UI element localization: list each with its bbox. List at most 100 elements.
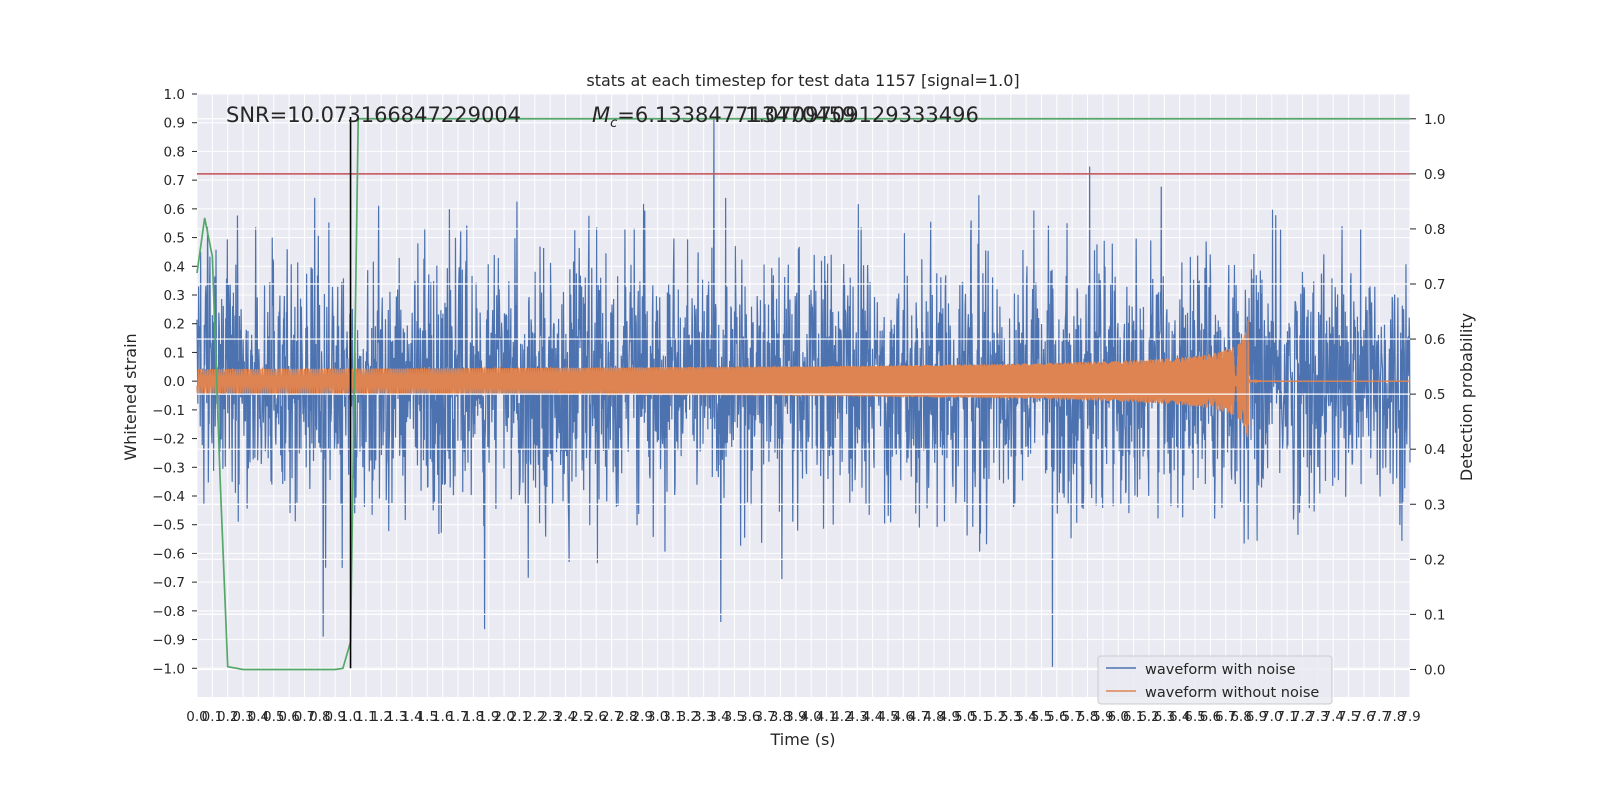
x-tick-label: 2.6	[585, 709, 606, 725]
x-tick-label: 1.0	[340, 709, 361, 725]
y2-axis-ticks: 1.0 0.9 0.8 0.7 0.6 0.5 0.4 0.3 0.2 0.1 0.0	[1410, 112, 1445, 678]
y-tick-label: −0.1	[152, 403, 185, 419]
y-tick-label: 0.0	[164, 374, 185, 390]
y2-tick-label: 0.2	[1424, 552, 1445, 568]
y-tick-label: −1.0	[152, 661, 185, 677]
x-tick-label: 4.8	[923, 709, 944, 725]
x-tick-label: 5.3	[1000, 709, 1021, 725]
y2-tick-label: 0.1	[1424, 607, 1445, 623]
x-tick-label: 5.1	[969, 709, 990, 725]
x-tick-label: 5.4	[1015, 709, 1036, 725]
x-tick-label: 7.9	[1399, 709, 1420, 725]
x-tick-label: 7.7	[1369, 709, 1390, 725]
y-tick-label: 0.1	[164, 345, 185, 361]
x-tick-label: 4.4	[862, 709, 883, 725]
chirp-mass-annotation: Mc=6.133847713470459	[592, 103, 855, 131]
y-tick-label: 0.2	[164, 317, 185, 333]
y2-tick-label: 0.3	[1424, 497, 1445, 513]
y-tick-label: −0.3	[152, 460, 185, 476]
x-axis-label: Time (s)	[769, 730, 835, 749]
x-tick-label: 4.2	[831, 709, 852, 725]
x-tick-label: 6.8	[1230, 709, 1251, 725]
x-tick-label: 1.6	[432, 709, 453, 725]
y-axis-label: Whitened strain	[121, 333, 140, 460]
chirp-mass-value: =6.133847713470459	[617, 103, 855, 127]
x-tick-label: 5.8	[1077, 709, 1098, 725]
legend-label-noise: waveform with noise	[1145, 662, 1296, 678]
x-tick-label: 6.3	[1154, 709, 1175, 725]
x-tick-label: 3.7	[754, 709, 775, 725]
x-tick-label: 4.5	[877, 709, 898, 725]
legend-label-clean: waveform without noise	[1145, 685, 1319, 701]
x-tick-label: 6.7	[1215, 709, 1236, 725]
x-tick-label: 1.2	[371, 709, 392, 725]
x-tick-label: 2.9	[632, 709, 653, 725]
chirp-mass-symbol: M	[592, 103, 610, 127]
chart-title: stats at each timestep for test data 115…	[586, 71, 1019, 90]
x-tick-label: 6.4	[1169, 709, 1190, 725]
x-tick-label: 3.2	[678, 709, 699, 725]
x-tick-label: 2.8	[616, 709, 637, 725]
snr-annotation: SNR=10.073166847229004	[226, 103, 521, 127]
x-tick-label: 2.7	[601, 709, 622, 725]
x-tick-label: 0.7	[294, 709, 315, 725]
x-tick-label: 2.2	[524, 709, 545, 725]
chirp-mass-subscript: c	[610, 116, 617, 131]
x-tick-label: 0.3	[232, 709, 253, 725]
y-tick-label: −0.4	[152, 489, 185, 505]
x-tick-label: 4.7	[908, 709, 929, 725]
x-tick-label: 5.6	[1046, 709, 1067, 725]
x-tick-label: 5.5	[1031, 709, 1052, 725]
y2-tick-label: 0.7	[1424, 277, 1445, 293]
x-tick-label: 0.6	[278, 709, 299, 725]
x-tick-label: 7.6	[1353, 709, 1374, 725]
x-tick-label: 0.2	[217, 709, 238, 725]
x-tick-label: 6.5	[1184, 709, 1205, 725]
x-tick-label: 1.9	[478, 709, 499, 725]
x-axis-ticks: 0.00.10.20.30.40.50.60.70.80.91.01.11.21…	[186, 709, 1420, 725]
x-tick-label: 3.0	[647, 709, 668, 725]
x-tick-label: 1.7	[447, 709, 468, 725]
x-tick-label: 6.6	[1200, 709, 1221, 725]
y-tick-label: 0.4	[164, 259, 185, 275]
y2-axis-label: Detection probability	[1457, 313, 1476, 481]
y-tick-label: 0.8	[164, 144, 185, 160]
x-tick-label: 7.3	[1307, 709, 1328, 725]
x-tick-label: 1.3	[386, 709, 407, 725]
y-tick-label: 0.7	[164, 173, 185, 189]
x-tick-label: 6.0	[1108, 709, 1129, 725]
x-tick-label: 4.1	[816, 709, 837, 725]
x-tick-label: 5.7	[1061, 709, 1082, 725]
x-tick-label: 4.3	[846, 709, 867, 725]
y2-tick-label: 0.9	[1424, 167, 1445, 183]
x-tick-label: 3.5	[724, 709, 745, 725]
x-tick-label: 5.9	[1092, 709, 1113, 725]
series-waveform-without-noise	[196, 320, 1410, 438]
x-tick-label: 0.1	[202, 709, 223, 725]
y2-tick-label: 0.5	[1424, 387, 1445, 403]
y2-tick-label: 0.0	[1424, 662, 1445, 678]
x-tick-label: 7.5	[1338, 709, 1359, 725]
x-tick-label: 7.4	[1322, 709, 1343, 725]
x-tick-label: 3.6	[739, 709, 760, 725]
x-tick-label: 2.4	[555, 709, 576, 725]
x-tick-label: 0.4	[248, 709, 269, 725]
series-detection-probability	[196, 117, 1410, 671]
y-axis-ticks: 1.0 0.9 0.8 0.7 0.6 0.5 0.4 0.3 0.2 0.1 0.0 −0.1 −0.…	[152, 87, 197, 677]
x-tick-label: 6.9	[1246, 709, 1267, 725]
x-tick-label: 0.0	[186, 709, 207, 725]
x-tick-label: 2.1	[509, 709, 530, 725]
y-tick-label: −0.6	[152, 546, 185, 562]
x-tick-label: 6.1	[1123, 709, 1144, 725]
legend-box	[1097, 655, 1333, 705]
clean-waveform-line	[196, 320, 1410, 438]
x-tick-label: 7.8	[1384, 709, 1405, 725]
y-tick-label: 0.5	[164, 231, 185, 247]
x-tick-label: 4.0	[800, 709, 821, 725]
legend: waveform with noise waveform without noi…	[1097, 655, 1333, 705]
x-tick-label: 2.0	[493, 709, 514, 725]
y-tick-label: −0.8	[152, 604, 185, 620]
x-tick-label: 4.6	[893, 709, 914, 725]
y-tick-label: −0.5	[152, 518, 185, 534]
